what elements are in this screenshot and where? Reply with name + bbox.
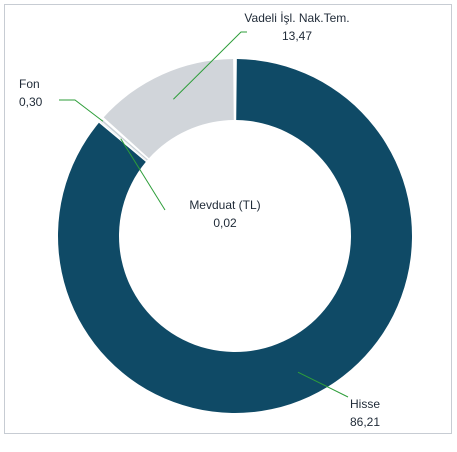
slice-hisse (57, 59, 412, 413)
label-fon-value: 0,30 (19, 95, 43, 109)
slice-mevduat-tl (100, 121, 147, 161)
slices-group (57, 59, 412, 413)
label-hisse-value: 86,21 (350, 415, 380, 429)
leader-line (173, 31, 247, 100)
donut-chart: Vadeli İşl. Nak.Tem. 13,47 Fon 0,30 Mevd… (19, 11, 412, 429)
label-vadeli-name: Vadeli İşl. Nak.Tem. (244, 11, 349, 25)
leader-line (120, 138, 166, 211)
label-mevduat-name: Mevduat (TL) (189, 198, 260, 212)
chart-frame: Vadeli İşl. Nak.Tem. 13,47 Fon 0,30 Mevd… (4, 4, 452, 434)
slice-vadeli-i-l-nak-tem (103, 59, 234, 159)
slice-fon (100, 119, 148, 161)
label-mevduat-value: 0,02 (213, 216, 237, 230)
label-vadeli-value: 13,47 (282, 29, 312, 43)
label-fon-name: Fon (19, 77, 40, 91)
label-hisse-name: Hisse (350, 397, 380, 411)
leader-line (59, 99, 104, 122)
leader-lines-group (59, 31, 349, 398)
leader-line (297, 371, 349, 398)
